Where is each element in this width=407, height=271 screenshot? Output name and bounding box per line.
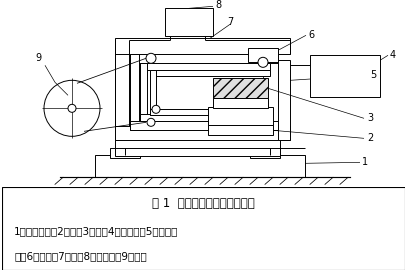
Bar (208, 125, 273, 135)
Text: 2: 2 (367, 133, 373, 143)
Bar (115, 38, 290, 54)
Bar (310, 55, 380, 97)
Text: 5: 5 (370, 70, 376, 80)
Bar (213, 78, 268, 98)
Circle shape (258, 57, 268, 67)
Circle shape (68, 104, 76, 112)
Text: 4: 4 (390, 50, 396, 60)
Bar (250, 148, 280, 158)
Bar (130, 54, 278, 63)
Bar (150, 109, 270, 115)
Text: 9: 9 (35, 53, 41, 63)
Text: 3: 3 (367, 113, 373, 123)
Bar (115, 40, 129, 140)
Circle shape (44, 80, 100, 136)
Bar (110, 148, 140, 158)
Bar (130, 121, 278, 130)
Bar (95, 155, 305, 177)
Bar (278, 60, 290, 140)
Bar (115, 138, 280, 156)
Bar (140, 114, 270, 121)
Bar (208, 107, 273, 125)
Circle shape (147, 118, 155, 126)
Bar (213, 98, 268, 108)
Text: 丝，6导向轮，7支架，8工作液筒，9储丝筒: 丝，6导向轮，7支架，8工作液筒，9储丝筒 (14, 251, 147, 262)
Text: 6: 6 (308, 30, 314, 40)
Text: 1坐标工作台，2夹具，3工件，4脉冲电源，5工具电极: 1坐标工作台，2夹具，3工件，4脉冲电源，5工具电极 (14, 226, 179, 236)
Circle shape (146, 53, 156, 63)
Text: 1: 1 (362, 157, 368, 167)
Bar (165, 8, 213, 36)
Bar (150, 70, 156, 115)
Bar (248, 48, 278, 62)
Circle shape (152, 105, 160, 113)
Bar (115, 126, 290, 140)
Text: 图 1  电火花线切割加工示意图: 图 1 电火花线切割加工示意图 (152, 197, 255, 210)
Bar (140, 63, 147, 121)
Bar (150, 70, 270, 76)
Text: 8: 8 (215, 0, 221, 10)
Bar (140, 63, 270, 70)
Bar (213, 118, 268, 128)
Text: 7: 7 (227, 17, 233, 27)
Bar (130, 54, 139, 130)
